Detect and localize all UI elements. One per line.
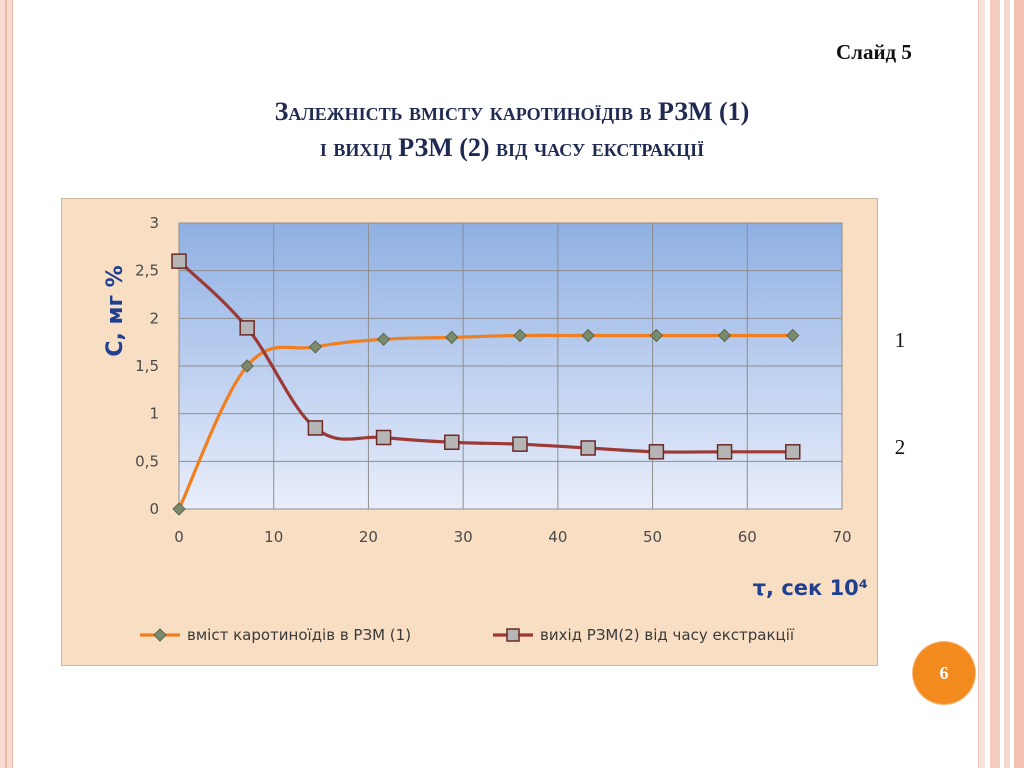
legend: вміст каротиноїдів в РЗМ (1) вихід РЗМ(2)… — [140, 626, 795, 644]
slide-title: Залежність вмісту каротиноїдів в РЗМ (1)… — [80, 94, 944, 166]
x-tick-label: 40 — [548, 528, 567, 546]
x-tick-label: 30 — [454, 528, 473, 546]
right-frame-decoration — [978, 0, 1024, 768]
data-point-series-1 — [649, 328, 664, 343]
data-point-series-1 — [717, 328, 732, 343]
series-line-1 — [177, 333, 793, 510]
data-point-series-2 — [239, 320, 255, 336]
page-number-badge: 6 — [913, 642, 975, 704]
x-tick-label: 10 — [264, 528, 283, 546]
data-point-series-2 — [648, 444, 665, 460]
data-point-series-1 — [308, 340, 323, 354]
x-tick-label: 0 — [174, 528, 184, 546]
chart-container: 0 0,5 1 1,5 2 2,5 3 0 10 20 30 40 50 60 70 С, мг % τ,… — [61, 198, 878, 666]
series-group — [171, 253, 801, 516]
data-point-series-2 — [307, 420, 324, 436]
curve-label-1: 1 — [894, 328, 906, 352]
x-tick-label: 50 — [643, 528, 662, 546]
x-tick-label: 60 — [738, 528, 757, 546]
legend-label-2: вихід РЗМ(2) від часу екстракції — [540, 626, 795, 644]
series-line-2 — [177, 259, 793, 454]
title-line-1: Залежність вмісту каротиноїдів в РЗМ (1) — [274, 97, 750, 126]
data-point-series-2 — [444, 434, 460, 451]
x-tick-label: 20 — [359, 528, 378, 546]
data-point-series-2 — [512, 436, 528, 452]
data-point-series-2 — [716, 444, 733, 460]
slide-label: Слайд 5 — [836, 40, 912, 64]
y-axis-ticks: 0 0,5 1 1,5 2 2,5 3 — [135, 214, 159, 518]
data-point-series-1 — [376, 332, 391, 347]
y-axis-title: С, мг % — [103, 265, 128, 356]
legend-label-1: вміст каротиноїдів в РЗМ (1) — [187, 626, 411, 644]
legend-marker-1 — [153, 628, 167, 642]
line-chart: 0 0,5 1 1,5 2 2,5 3 0 10 20 30 40 50 60 70 С, мг % τ,… — [103, 214, 868, 644]
left-frame-decoration — [0, 0, 13, 768]
y-tick-label: 1 — [149, 405, 159, 423]
data-point-series-1 — [513, 328, 527, 343]
curve-label-2: 2 — [894, 435, 906, 459]
data-point-series-1 — [240, 359, 254, 373]
legend-marker-2 — [506, 628, 520, 642]
data-point-series-2 — [375, 429, 392, 446]
data-point-series-1 — [445, 330, 459, 345]
data-point-series-1 — [581, 328, 595, 343]
data-point-series-1 — [172, 502, 186, 516]
grid-lines — [178, 222, 843, 510]
data-point-series-2 — [171, 253, 187, 269]
x-tick-label: 70 — [832, 528, 851, 546]
data-point-series-2 — [784, 444, 801, 460]
x-axis-title: τ, сек 10⁴ — [753, 576, 868, 600]
data-point-series-1 — [786, 328, 800, 343]
y-tick-label: 0,5 — [135, 452, 159, 470]
data-point-series-2 — [580, 440, 596, 456]
y-tick-label: 2 — [149, 309, 159, 327]
y-tick-label: 3 — [149, 214, 159, 232]
y-tick-label: 0 — [149, 500, 159, 518]
y-tick-label: 1,5 — [135, 357, 159, 375]
y-tick-label: 2,5 — [135, 262, 159, 280]
x-axis-ticks: 0 10 20 30 40 50 60 70 — [174, 528, 851, 546]
title-line-2: і вихід РЗМ (2) від часу екстракції — [319, 133, 705, 162]
